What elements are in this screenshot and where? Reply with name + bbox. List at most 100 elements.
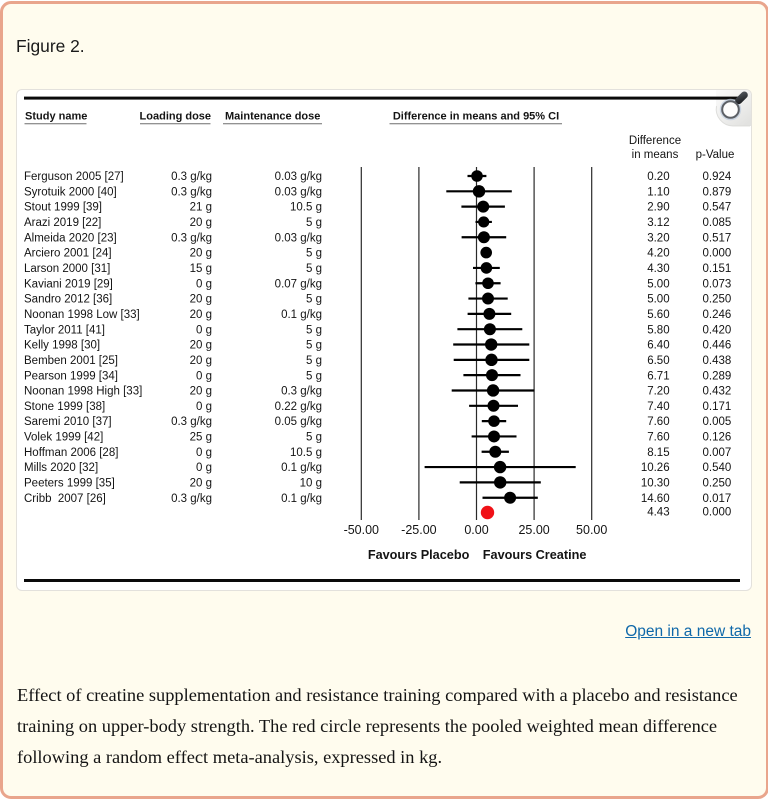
svg-text:3.20: 3.20 [647,232,669,244]
svg-text:0.20: 0.20 [647,171,669,183]
svg-text:Kaviani 2019 [29]: Kaviani 2019 [29] [24,278,113,290]
svg-text:0.420: 0.420 [703,324,732,336]
svg-text:Stone 1999 [38]: Stone 1999 [38] [24,401,105,413]
svg-text:Taylor 2011 [41]: Taylor 2011 [41] [24,324,105,336]
svg-text:in means: in means [632,149,679,161]
svg-text:0.05 g/kg: 0.05 g/kg [275,416,322,428]
svg-text:5 g: 5 g [306,370,322,382]
svg-text:4.30: 4.30 [647,263,669,275]
svg-text:Cribb 2007 [26]: Cribb 2007 [26] [24,493,106,505]
svg-text:0.000: 0.000 [703,507,732,519]
svg-text:20 g: 20 g [190,340,212,352]
svg-text:0 g: 0 g [196,324,212,336]
svg-text:25 g: 25 g [190,432,212,444]
svg-text:7.40: 7.40 [647,401,669,413]
svg-text:Difference: Difference [629,135,681,147]
svg-text:0.03 g/kg: 0.03 g/kg [275,232,322,244]
svg-text:0.3 g/kg: 0.3 g/kg [171,416,212,428]
svg-text:5.00: 5.00 [647,294,669,306]
svg-text:Noonan 1998 High [33]: Noonan 1998 High [33] [24,386,142,398]
svg-text:0.289: 0.289 [703,370,732,382]
svg-text:20 g: 20 g [190,478,212,490]
svg-text:0.250: 0.250 [703,294,732,306]
svg-text:4.20: 4.20 [647,248,669,260]
svg-text:0.000: 0.000 [703,248,732,260]
svg-text:10 g: 10 g [300,478,322,490]
svg-text:0.085: 0.085 [703,217,732,229]
svg-text:Larson 2000 [31]: Larson 2000 [31] [24,263,110,275]
svg-text:Mills 2020 [32]: Mills 2020 [32] [24,462,98,474]
svg-text:0.432: 0.432 [703,386,732,398]
svg-text:5.60: 5.60 [647,309,669,321]
svg-text:6.40: 6.40 [647,340,669,352]
svg-text:5 g: 5 g [306,248,322,260]
svg-text:Pearson 1999 [34]: Pearson 1999 [34] [24,370,118,382]
svg-text:0.250: 0.250 [703,478,732,490]
svg-text:0 g: 0 g [196,401,212,413]
svg-text:7.60: 7.60 [647,416,669,428]
svg-text:25.00: 25.00 [518,523,549,537]
svg-text:Stout 1999 [39]: Stout 1999 [39] [24,202,102,214]
svg-text:0 g: 0 g [196,278,212,290]
svg-text:0.924: 0.924 [703,171,732,183]
svg-text:10.5 g: 10.5 g [290,447,322,459]
svg-text:10.30: 10.30 [641,478,670,490]
svg-text:0.03 g/kg: 0.03 g/kg [275,171,322,183]
svg-text:10.26: 10.26 [641,462,670,474]
svg-text:Bemben 2001 [25]: Bemben 2001 [25] [24,355,118,367]
svg-text:Sandro 2012 [36]: Sandro 2012 [36] [24,294,112,306]
svg-text:0.3 g/kg: 0.3 g/kg [171,232,212,244]
svg-text:0.438: 0.438 [703,355,732,367]
svg-text:8.15: 8.15 [647,447,669,459]
svg-text:14.60: 14.60 [641,493,670,505]
svg-text:Favours Creatine: Favours Creatine [483,548,587,562]
svg-text:Study name: Study name [25,111,87,123]
svg-text:Syrotuik 2000 [40]: Syrotuik 2000 [40] [24,186,117,198]
svg-text:7.20: 7.20 [647,386,669,398]
svg-text:1.10: 1.10 [647,186,669,198]
svg-text:0.126: 0.126 [703,432,732,444]
svg-text:5 g: 5 g [306,263,322,275]
svg-text:20 g: 20 g [190,217,212,229]
svg-text:5 g: 5 g [306,324,322,336]
svg-text:5 g: 5 g [306,294,322,306]
svg-text:4.43: 4.43 [647,507,669,519]
svg-text:0.03 g/kg: 0.03 g/kg [275,186,322,198]
svg-text:Maintenance dose: Maintenance dose [225,111,320,123]
svg-text:0.446: 0.446 [703,340,732,352]
svg-text:0 g: 0 g [196,447,212,459]
svg-text:0.1 g/kg: 0.1 g/kg [281,462,322,474]
svg-text:20 g: 20 g [190,309,212,321]
svg-text:0.540: 0.540 [703,462,732,474]
svg-text:0.3 g/kg: 0.3 g/kg [171,171,212,183]
svg-text:-50.00: -50.00 [344,523,379,537]
svg-text:5 g: 5 g [306,355,322,367]
svg-text:3.12: 3.12 [647,217,669,229]
svg-text:0.22 g/kg: 0.22 g/kg [275,401,322,413]
svg-text:0.07 g/kg: 0.07 g/kg [275,278,322,290]
svg-text:50.00: 50.00 [576,523,607,537]
svg-text:15 g: 15 g [190,263,212,275]
svg-text:6.71: 6.71 [647,370,669,382]
svg-text:20 g: 20 g [190,386,212,398]
svg-text:Kelly 1998 [30]: Kelly 1998 [30] [24,340,100,352]
svg-text:0.073: 0.073 [703,278,732,290]
svg-text:Loading dose: Loading dose [140,111,212,123]
svg-text:0.3 g/kg: 0.3 g/kg [281,386,322,398]
svg-text:Difference in means and 95% CI: Difference in means and 95% CI [393,111,559,123]
svg-text:5 g: 5 g [306,340,322,352]
svg-text:Hoffman 2006 [28]: Hoffman 2006 [28] [24,447,118,459]
svg-text:20 g: 20 g [190,355,212,367]
svg-text:0.007: 0.007 [703,447,732,459]
svg-text:6.50: 6.50 [647,355,669,367]
svg-text:0 g: 0 g [196,462,212,474]
svg-text:0.00: 0.00 [464,523,488,537]
svg-text:21 g: 21 g [190,202,212,214]
svg-text:Ferguson 2005 [27]: Ferguson 2005 [27] [24,171,124,183]
svg-text:2.90: 2.90 [647,202,669,214]
svg-text:0.879: 0.879 [703,186,732,198]
svg-text:0.547: 0.547 [703,202,732,214]
svg-text:0.517: 0.517 [703,232,732,244]
svg-text:10.5 g: 10.5 g [290,202,322,214]
svg-text:Noonan 1998 Low [33]: Noonan 1998 Low [33] [24,309,140,321]
